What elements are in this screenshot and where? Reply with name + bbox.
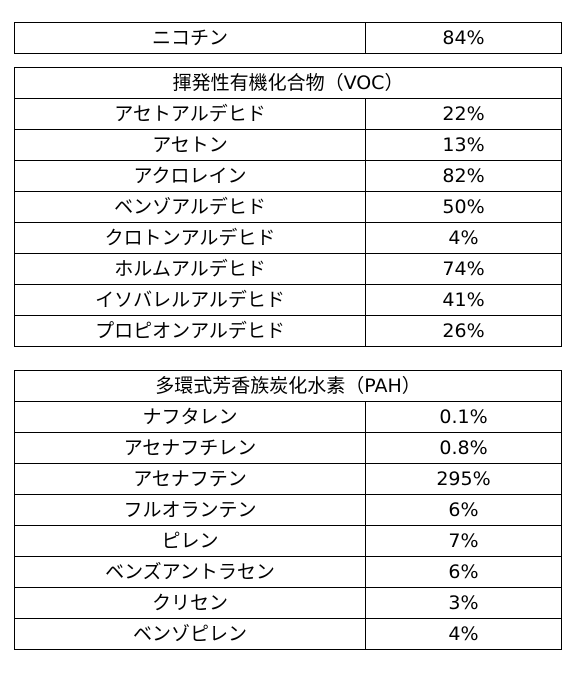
substance-name: アセトン — [14, 129, 366, 161]
table-row: ベンズアントラセン 6% — [14, 556, 562, 588]
substance-value: 22% — [364, 98, 563, 130]
substance-value: 74% — [364, 253, 563, 285]
substance-value: 0.1% — [365, 401, 562, 433]
section-header-row: 多環式芳香族炭化水素（PAH） — [14, 370, 562, 402]
table-row: クロトンアルデヒド 4% — [14, 222, 563, 254]
voc-section-title: 揮発性有機化合物（VOC） — [13, 67, 563, 99]
table-row: アセトン 13% — [14, 129, 563, 161]
substance-value: 4% — [364, 222, 563, 254]
pah-section-title: 多環式芳香族炭化水素（PAH） — [14, 370, 562, 402]
substance-value: 26% — [364, 315, 563, 347]
substance-name: アセナフテン — [14, 463, 366, 495]
substance-value: 295% — [365, 463, 562, 495]
substance-name: フルオランテン — [14, 494, 366, 526]
voc-table: 揮発性有機化合物（VOC） アセトアルデヒド 22% アセトン 13% アクロレ… — [13, 67, 563, 347]
substance-value: 82% — [364, 160, 563, 192]
table-row: アセトアルデヒド 22% — [14, 98, 563, 130]
substance-name: アセナフチレン — [14, 432, 366, 464]
substance-name: クリセン — [14, 587, 366, 619]
substance-value: 6% — [365, 494, 562, 526]
table-row: アセナフチレン 0.8% — [14, 432, 562, 464]
substance-name: プロピオンアルデヒド — [14, 315, 366, 347]
table-row: ベンゾピレン 4% — [14, 618, 562, 650]
substance-name: アクロレイン — [14, 160, 366, 192]
substance-name: ホルムアルデヒド — [14, 253, 366, 285]
substance-name: ニコチン — [14, 22, 366, 54]
substance-name: アセトアルデヒド — [14, 98, 366, 130]
substance-name: ベンズアントラセン — [14, 556, 366, 588]
table-row: イソバレルアルデヒド 41% — [14, 284, 563, 316]
section-header-row: 揮発性有機化合物（VOC） — [13, 67, 563, 99]
substance-value: 84% — [365, 22, 562, 54]
substance-value: 41% — [364, 284, 563, 316]
table-row: ベンゾアルデヒド 50% — [14, 191, 563, 223]
substance-value: 50% — [364, 191, 563, 223]
pah-table: 多環式芳香族炭化水素（PAH） ナフタレン 0.1% アセナフチレン 0.8% … — [14, 370, 562, 650]
table-row: ピレン 7% — [14, 525, 562, 557]
table-row: ホルムアルデヒド 74% — [14, 253, 563, 285]
substance-name: ベンゾアルデヒド — [14, 191, 366, 223]
substance-name: ピレン — [14, 525, 366, 557]
substance-name: ナフタレン — [14, 401, 366, 433]
substance-value: 13% — [364, 129, 563, 161]
table-row: アクロレイン 82% — [14, 160, 563, 192]
table-row: プロピオンアルデヒド 26% — [14, 315, 563, 347]
substance-value: 4% — [365, 618, 562, 650]
nicotine-table: ニコチン 84% — [14, 22, 562, 54]
substance-name: ベンゾピレン — [14, 618, 366, 650]
substance-value: 0.8% — [365, 432, 562, 464]
substance-value: 3% — [365, 587, 562, 619]
substance-value: 7% — [365, 525, 562, 557]
table-row: ニコチン 84% — [14, 22, 562, 54]
table-row: クリセン 3% — [14, 587, 562, 619]
table-row: フルオランテン 6% — [14, 494, 562, 526]
table-row: アセナフテン 295% — [14, 463, 562, 495]
substance-name: クロトンアルデヒド — [14, 222, 366, 254]
table-row: ナフタレン 0.1% — [14, 401, 562, 433]
substance-name: イソバレルアルデヒド — [14, 284, 366, 316]
substance-value: 6% — [365, 556, 562, 588]
